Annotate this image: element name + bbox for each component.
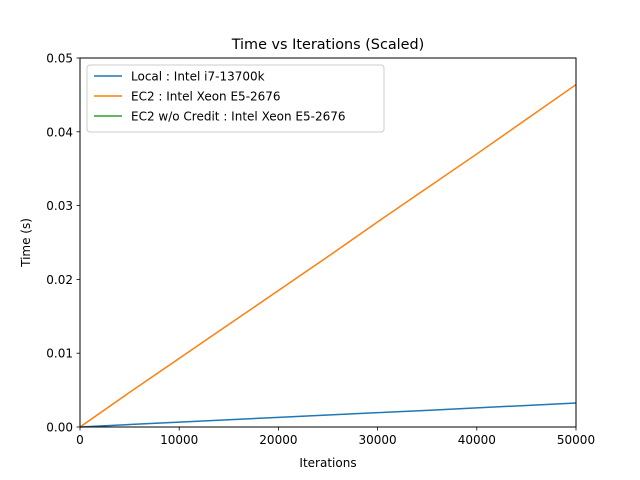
x-tick-label: 20000	[259, 433, 297, 447]
y-tick-label: 0.02	[46, 273, 73, 287]
legend-box	[86, 64, 385, 133]
y-axis-label: Time (s)	[19, 218, 33, 268]
chart-title: Time vs Iterations (Scaled)	[231, 37, 425, 53]
legend-label-2: EC2 : Intel Xeon E5-2676	[131, 90, 281, 104]
legend-label-1: Local : Intel i7-13700k	[131, 70, 265, 84]
x-tick-label: 40000	[458, 433, 496, 447]
y-tick-label: 0.01	[46, 347, 73, 361]
x-tick-label: 50000	[557, 433, 595, 447]
y-tick-label: 0.00	[46, 421, 73, 435]
x-axis-label: Iterations	[299, 456, 356, 470]
legend: Local : Intel i7-13700k EC2 : Intel Xeon …	[86, 64, 385, 133]
y-tick-label: 0.04	[46, 125, 73, 139]
plot-lines	[79, 83, 577, 428]
y-axis-ticks: 0.00 0.01 0.02 0.03 0.04 0.05	[46, 52, 80, 435]
series-line-2	[79, 83, 577, 428]
x-axis-ticks: 0 10000 20000 30000 40000 50000	[76, 427, 595, 447]
y-tick-label: 0.03	[46, 199, 73, 213]
legend-label-3: EC2 w/o Credit : Intel Xeon E5-2676	[131, 110, 345, 124]
y-tick-label: 0.05	[46, 52, 73, 66]
x-tick-label: 10000	[160, 433, 198, 447]
x-tick-label: 0	[76, 433, 84, 447]
x-tick-label: 30000	[359, 433, 397, 447]
plot-frame	[79, 57, 577, 428]
series-line-1	[79, 402, 577, 428]
